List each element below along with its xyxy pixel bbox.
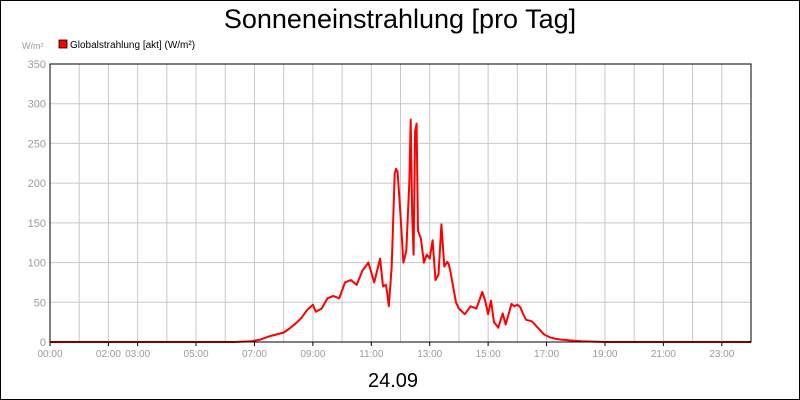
- grid: [50, 64, 751, 342]
- x-tick-label: 09:00: [300, 349, 325, 360]
- x-tick-label: 19:00: [592, 349, 617, 360]
- series-line-globalstrahlung: [50, 118, 751, 343]
- x-tick-label: 17:00: [534, 349, 559, 360]
- x-tick-label: 02:00: [96, 349, 121, 360]
- x-tick-label: 13:00: [417, 349, 442, 360]
- plot-series: [50, 118, 751, 343]
- y-tick-label: 350: [28, 59, 46, 71]
- plot-area-border: [49, 63, 752, 343]
- legend-label: Globalstrahlung [akt] (W/m²): [70, 40, 195, 51]
- x-axis-ticks: 00:00 02:00 03:00 05:00 07:00 09:00 11:00 13:00…: [37, 342, 735, 360]
- x-tick-label: 15:00: [476, 349, 501, 360]
- x-tick-label: 23:00: [709, 349, 734, 360]
- date-label: 24.09: [368, 370, 418, 392]
- y-tick-label: 50: [34, 297, 46, 309]
- y-tick-label: 250: [28, 138, 46, 150]
- x-tick-label: 05:00: [184, 349, 209, 360]
- y-unit-label: W/m²: [22, 41, 44, 51]
- x-tick-label: 21:00: [651, 349, 676, 360]
- x-tick-label: 11:00: [359, 349, 384, 360]
- legend-swatch: [58, 39, 68, 49]
- x-tick-label: 03:00: [125, 349, 150, 360]
- y-tick-label: 150: [28, 218, 46, 230]
- chart-title: Sonneneinstrahlung [pro Tag]: [224, 4, 576, 34]
- y-axis-ticks: 0 50 100 150 200 250 300 350: [28, 59, 46, 349]
- y-tick-label: 200: [28, 178, 46, 190]
- y-tick-label: 300: [28, 99, 46, 111]
- y-tick-label: 0: [40, 337, 46, 349]
- x-tick-label: 07:00: [242, 349, 267, 360]
- y-tick-label: 100: [28, 258, 46, 270]
- x-tick-label: 00:00: [37, 349, 62, 360]
